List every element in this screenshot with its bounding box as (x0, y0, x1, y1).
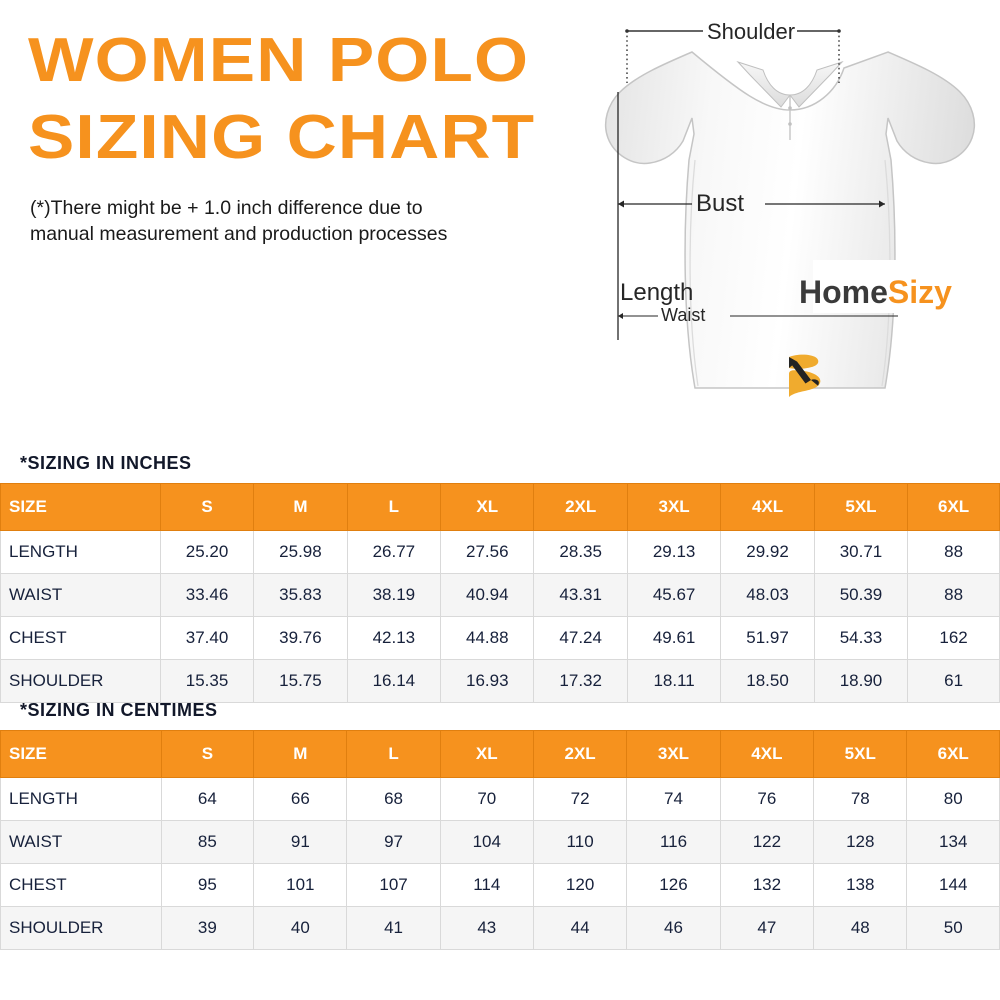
svg-text:Shoulder: Shoulder (707, 19, 795, 44)
svg-text:Bust: Bust (696, 190, 744, 217)
svg-text:Waist: Waist (661, 305, 705, 325)
svg-text:Length: Length (620, 279, 693, 306)
